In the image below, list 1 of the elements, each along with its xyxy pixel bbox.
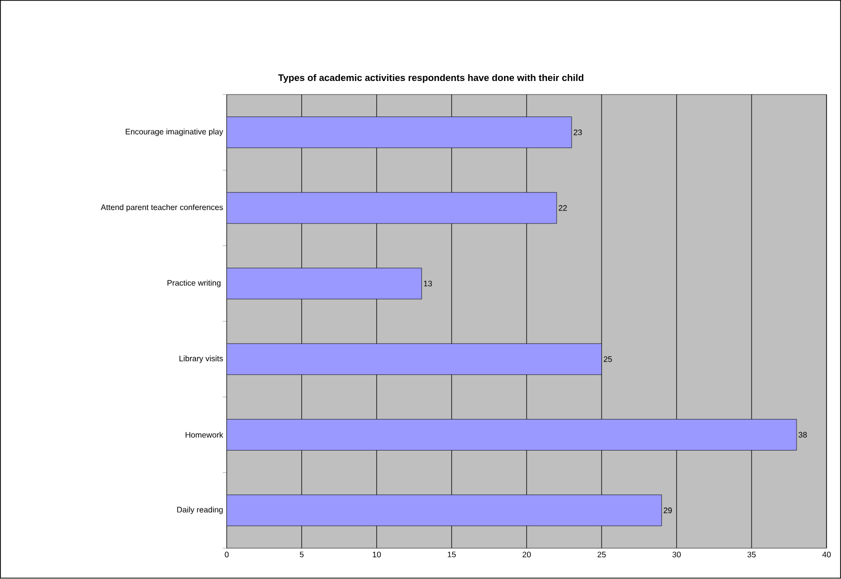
chart-title: Types of academic activities respondents have done with their child: [278, 74, 584, 84]
